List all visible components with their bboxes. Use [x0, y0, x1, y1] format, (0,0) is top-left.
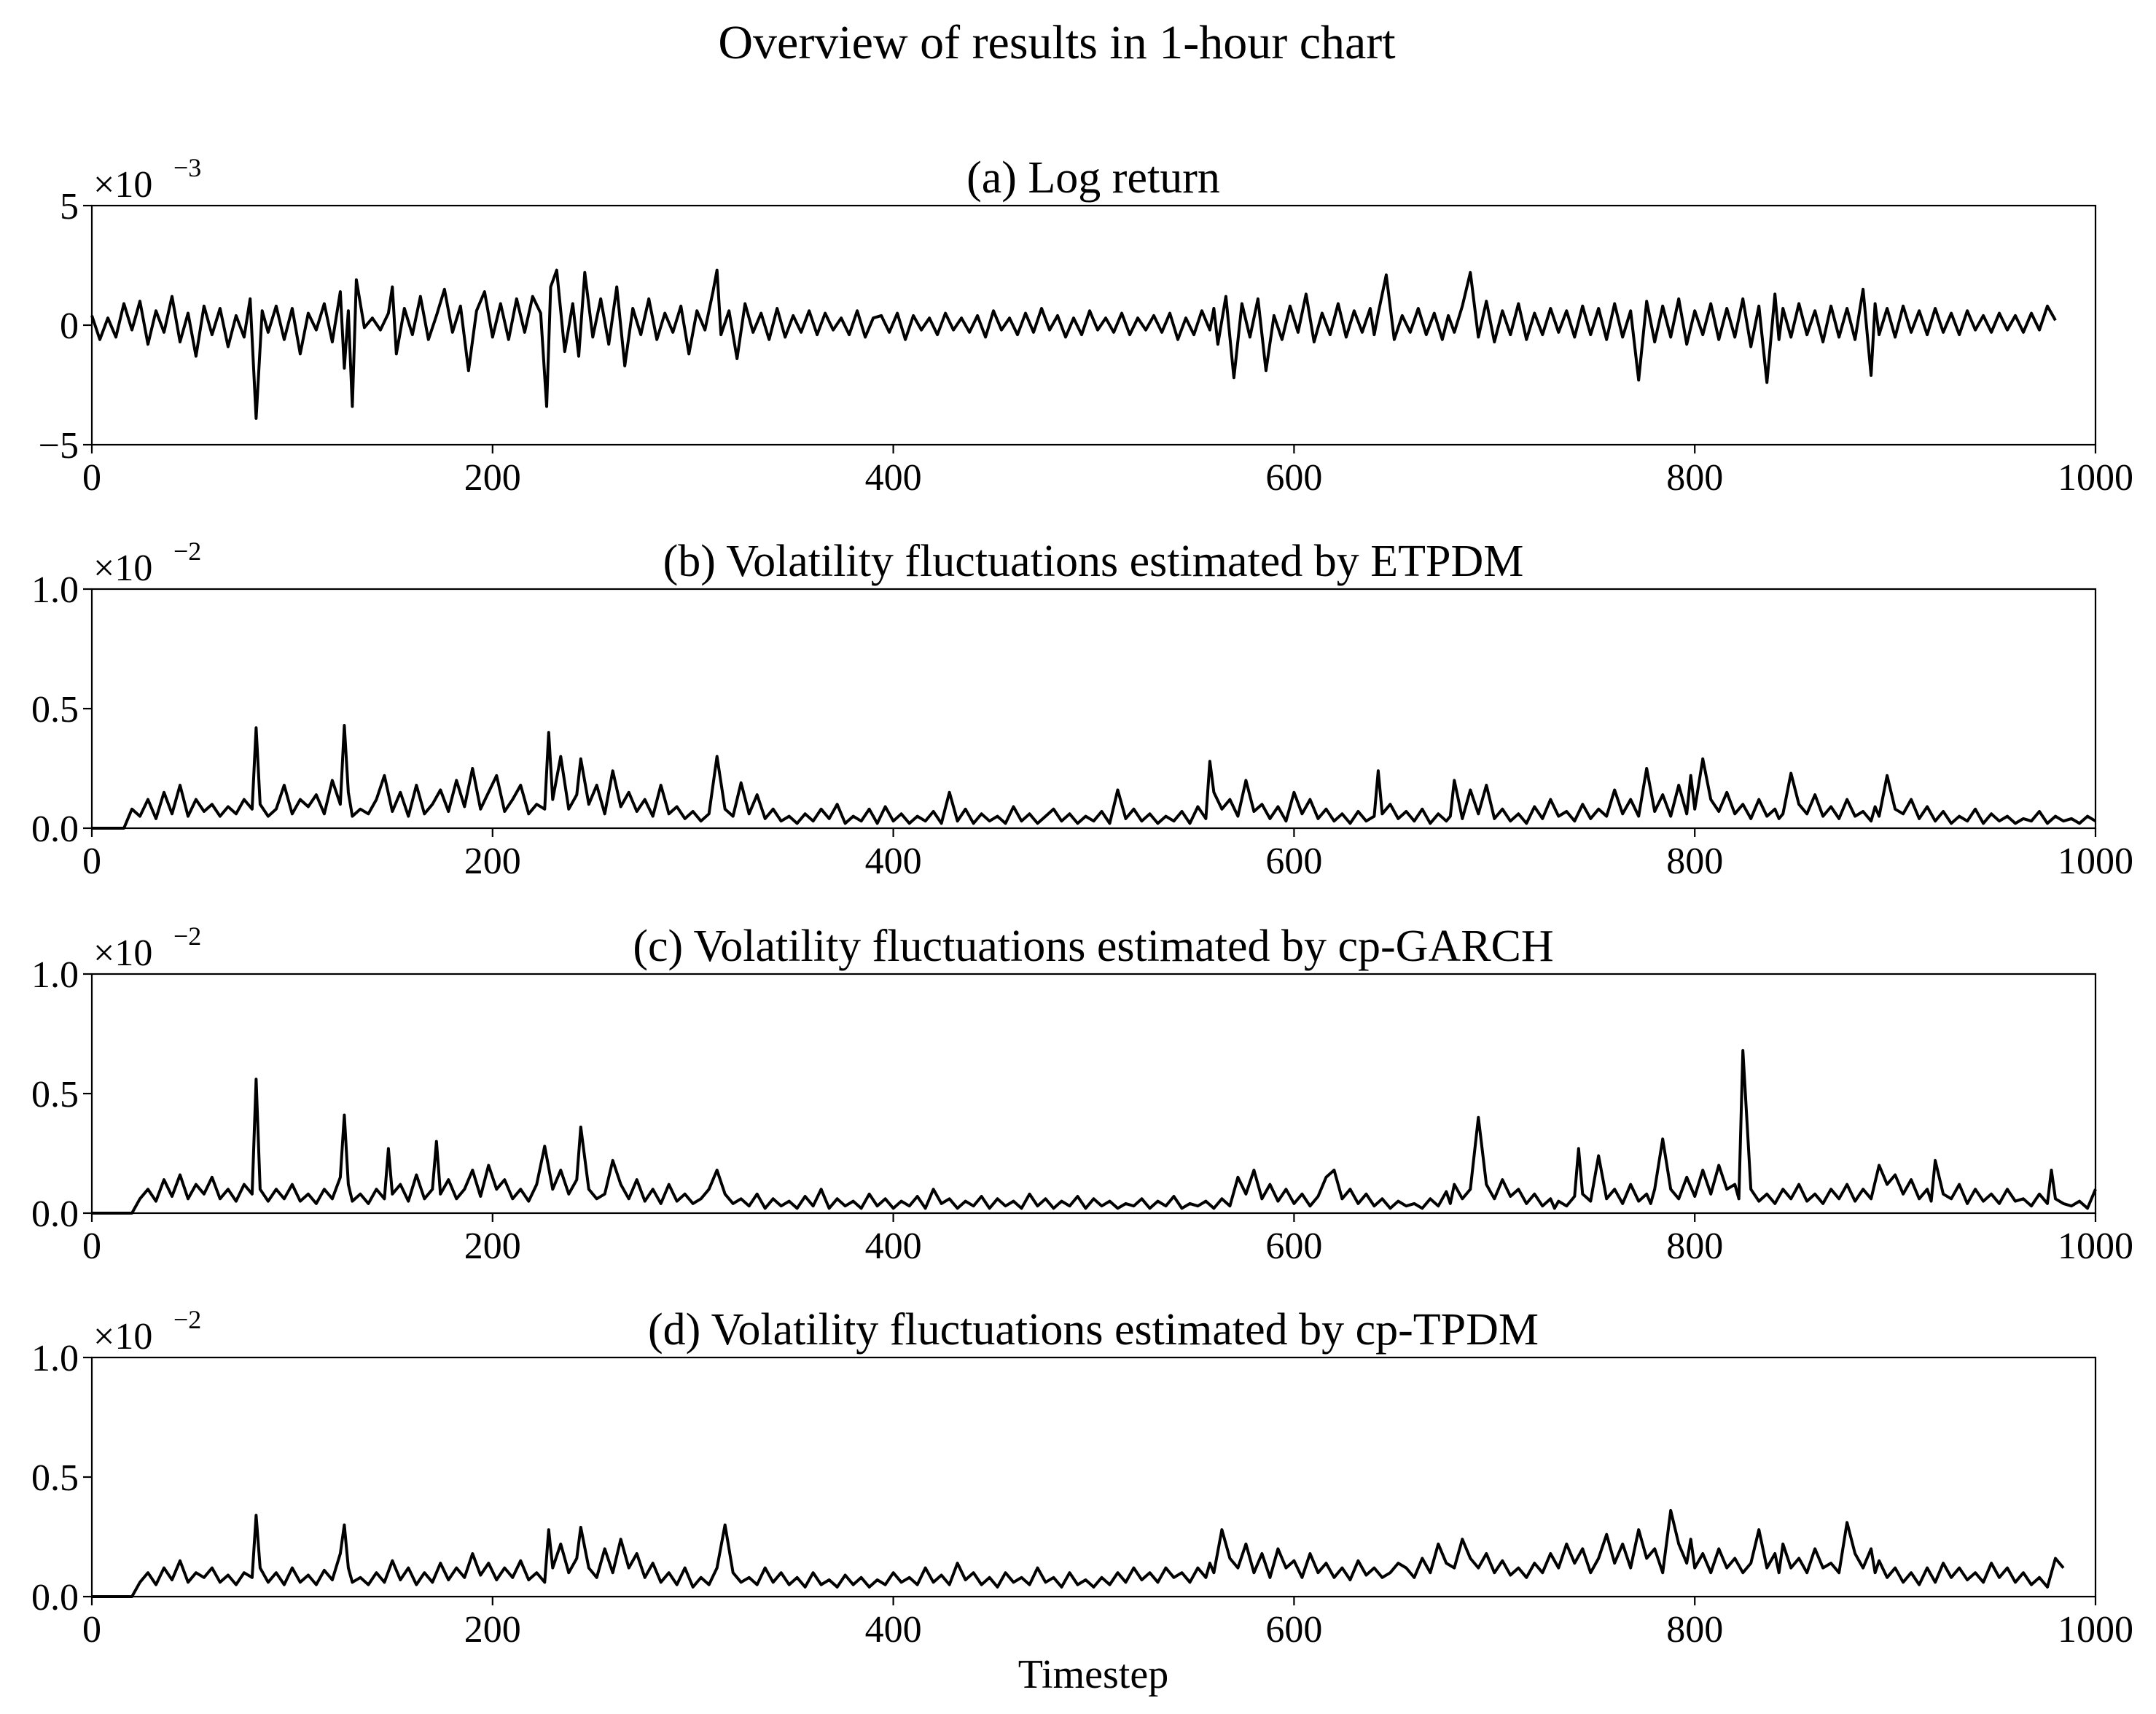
panel-c-x-tick-label: 0 — [82, 1226, 101, 1267]
panel-c-series-line — [92, 1049, 2097, 1215]
panel-c-frame — [90, 973, 2097, 1215]
panel-c-x-tick-label: 600 — [1265, 1226, 1322, 1267]
panel-c-x-tick-label: 1000 — [2058, 1226, 2133, 1267]
panel-b-x-tick-label: 200 — [464, 841, 521, 882]
panel-b-y-tick-label: 1.0 — [31, 569, 79, 611]
panel-d-y-tick-label: 0.0 — [31, 1577, 79, 1618]
panel-a-title: (a) Log return — [966, 153, 1220, 203]
panel-d-scale-exponent: −2 — [173, 1305, 201, 1334]
panel-a-x-tick-label: 1000 — [2058, 457, 2133, 499]
panel-b-scale-multiplier: ×10 — [93, 548, 152, 589]
panel-c-x-tick-label: 800 — [1666, 1226, 1723, 1267]
panel-c-scale-exponent: −2 — [173, 922, 201, 951]
panel-a-x-tick-label: 600 — [1265, 457, 1322, 499]
panel-a-scale-multiplier: ×10 — [93, 164, 152, 206]
panel-b-x-tick-label: 800 — [1666, 841, 1723, 882]
panel-b-title: (b) Volatility fluctuations estimated by… — [663, 537, 1524, 586]
panel-d-x-tick-label: 1000 — [2058, 1609, 2133, 1651]
panel-a-series-line — [90, 268, 2057, 420]
panel-c-y-tick-label: 0.0 — [31, 1193, 79, 1235]
panel-a-x-tick-label: 400 — [865, 457, 922, 499]
panel-d-x-tick-label: 400 — [865, 1609, 922, 1651]
panel-b-y-tick-label: 0.0 — [31, 809, 79, 850]
panel-b-x-tick-label: 0 — [82, 841, 101, 882]
figure-title: Overview of results in 1-hour chart — [718, 16, 1395, 69]
panel-d-x-tick-label: 200 — [464, 1609, 521, 1651]
panel-c-title: (c) Volatility fluctuations estimated by… — [633, 922, 1553, 971]
panel-a-x-tick-label: 800 — [1666, 457, 1723, 499]
panel-a-y-tick-label: −5 — [39, 425, 79, 467]
panel-b-series-line — [92, 724, 2097, 830]
panel-c-scale-multiplier: ×10 — [93, 932, 152, 974]
panel-c-x-tick-label: 200 — [464, 1226, 521, 1267]
panel-c-x-tick-label: 400 — [865, 1226, 922, 1267]
panel-a-x-tick-label: 200 — [464, 457, 521, 499]
panel-d-x-tick-label: 0 — [82, 1609, 101, 1651]
panel-d-x-tick-label: 800 — [1666, 1609, 1723, 1651]
panel-c-y-tick-label: 0.5 — [31, 1074, 79, 1115]
panel-d-y-tick-label: 0.5 — [31, 1457, 79, 1499]
panel-b-y-tick-label: 0.5 — [31, 689, 79, 731]
panel-a-y-tick-label: 5 — [60, 186, 79, 227]
panel-c-y-tick-label: 1.0 — [31, 954, 79, 996]
panel-b-scale-exponent: −2 — [173, 537, 201, 566]
panel-d-scale-multiplier: ×10 — [93, 1316, 152, 1357]
panel-a-scale-exponent: −3 — [173, 153, 201, 182]
x-axis-label: Timestep — [1018, 1652, 1168, 1697]
panel-a-x-tick-label: 0 — [82, 457, 101, 499]
panel-b-x-tick-label: 1000 — [2058, 841, 2133, 882]
panel-b-x-tick-label: 400 — [865, 841, 922, 882]
panel-b-x-tick-label: 600 — [1265, 841, 1322, 882]
panel-d-x-tick-label: 600 — [1265, 1609, 1322, 1651]
panel-d-series-line — [92, 1508, 2065, 1598]
panel-d-title: (d) Volatility fluctuations estimated by… — [648, 1305, 1539, 1355]
panel-a-y-tick-label: 0 — [60, 305, 79, 347]
panel-d-y-tick-label: 1.0 — [31, 1338, 79, 1379]
